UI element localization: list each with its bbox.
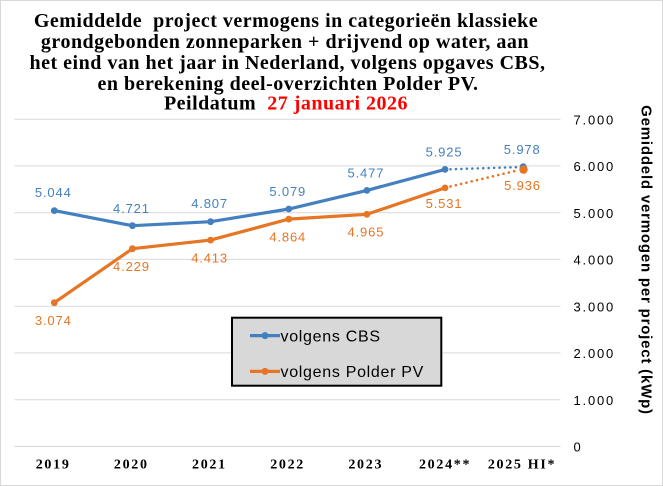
svg-text:2025 HI*: 2025 HI*: [488, 458, 556, 473]
svg-text:4.000: 4.000: [574, 253, 616, 268]
svg-text:4.721: 4.721: [113, 201, 150, 216]
svg-text:Peildatum 27 januari 2026: Peildatum 27 januari 2026: [164, 93, 408, 115]
svg-text:Gemiddelde project vermogens: Gemiddelde project vermogens in categori…: [34, 10, 538, 32]
svg-text:2019: 2019: [36, 458, 71, 473]
svg-text:5.978: 5.978: [504, 142, 541, 157]
svg-text:5.079: 5.079: [269, 184, 306, 199]
svg-text:5.925: 5.925: [426, 145, 463, 160]
svg-text:volgens CBS: volgens CBS: [281, 328, 381, 345]
svg-text:2024**: 2024**: [419, 458, 471, 473]
svg-text:4.807: 4.807: [191, 196, 228, 211]
svg-text:6.000: 6.000: [574, 159, 616, 174]
svg-text:1.000: 1.000: [574, 393, 616, 408]
svg-text:Gemiddeld vermogen per project: Gemiddeld vermogen per project (kWp): [638, 105, 655, 415]
svg-text:0: 0: [574, 440, 583, 455]
svg-text:3.074: 3.074: [35, 313, 72, 328]
svg-text:4.864: 4.864: [269, 229, 306, 244]
svg-text:5.936: 5.936: [504, 178, 541, 193]
svg-text:5.000: 5.000: [574, 206, 616, 221]
svg-text:5.044: 5.044: [35, 185, 72, 200]
svg-text:2022: 2022: [270, 458, 305, 473]
svg-text:het eind van het jaar in Neder: het eind van het jaar in Nederland, volg…: [29, 52, 545, 74]
svg-text:2020: 2020: [114, 458, 149, 473]
svg-text:5.531: 5.531: [426, 196, 463, 211]
svg-text:en berekening deel-overzichten: en berekening deel-overzichten Polder PV…: [97, 73, 478, 95]
svg-text:3.000: 3.000: [574, 299, 616, 314]
svg-text:volgens Polder PV: volgens Polder PV: [281, 364, 425, 381]
svg-text:2021: 2021: [192, 458, 227, 473]
svg-text:5.477: 5.477: [348, 166, 385, 181]
svg-text:4.413: 4.413: [191, 250, 228, 265]
svg-text:2.000: 2.000: [574, 346, 616, 361]
svg-text:2023: 2023: [348, 458, 383, 473]
svg-text:grondgebonden zonneparken + dr: grondgebonden zonneparken + drijvend op …: [41, 31, 529, 53]
svg-text:4.965: 4.965: [348, 225, 385, 240]
svg-text:7.000: 7.000: [574, 112, 616, 127]
svg-text:4.229: 4.229: [113, 259, 150, 274]
